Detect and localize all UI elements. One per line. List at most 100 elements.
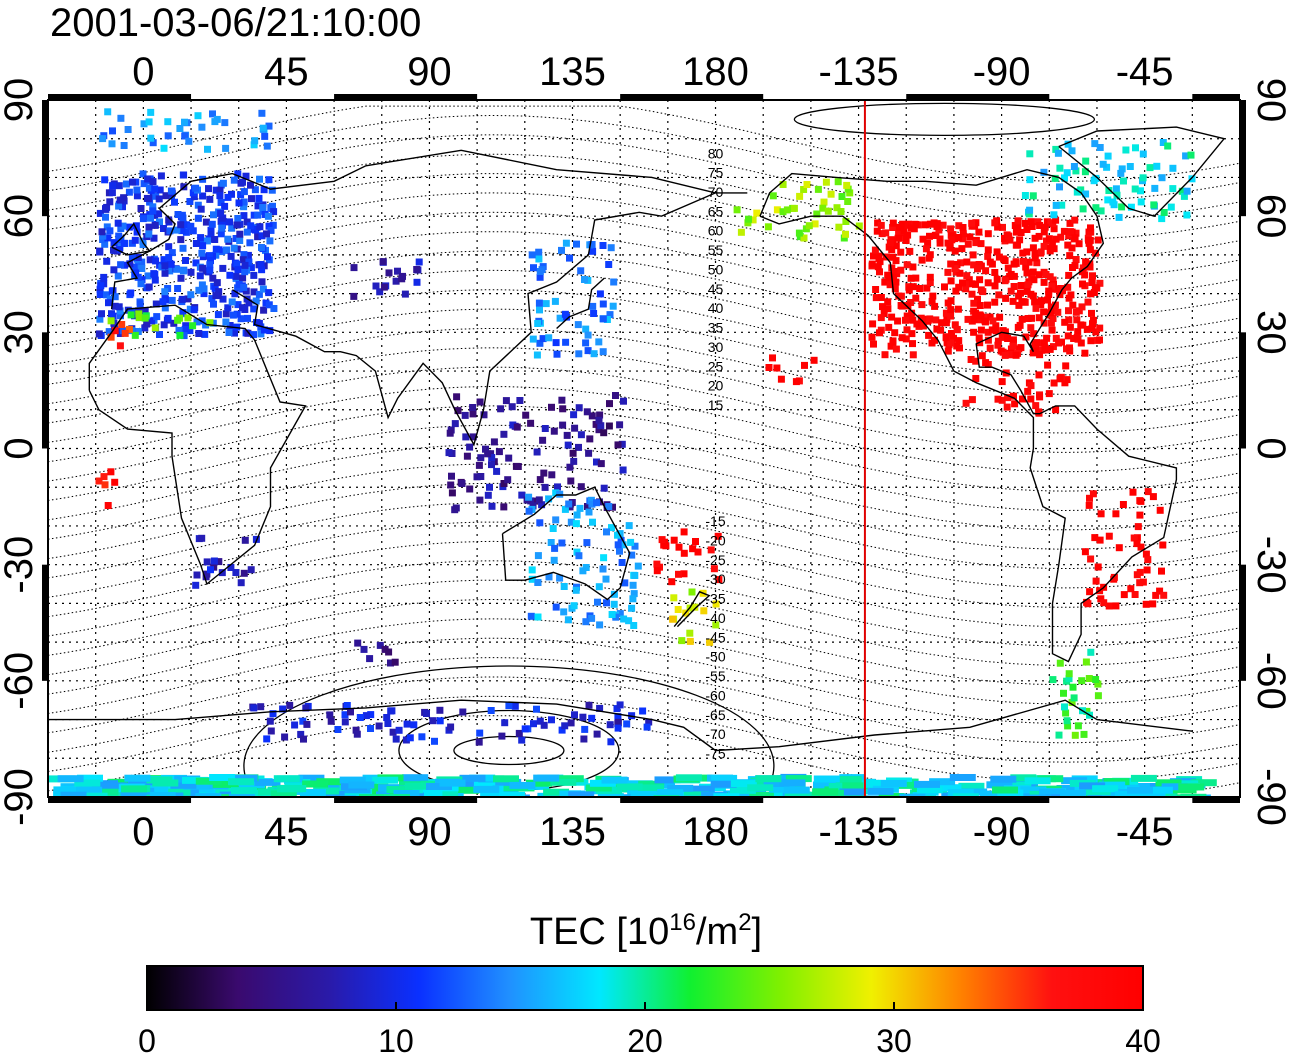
tec-cell <box>551 544 559 552</box>
tec-cell <box>737 228 745 236</box>
tec-cell <box>484 491 492 499</box>
tec-cell <box>260 186 268 194</box>
tec-cell <box>117 114 125 122</box>
tec-cell <box>1070 335 1078 342</box>
tec-cell <box>1004 264 1012 272</box>
tec-cell <box>595 426 603 434</box>
tec-cell <box>119 203 126 211</box>
maglat-contour <box>48 250 1240 337</box>
tec-cell <box>1144 556 1152 564</box>
tec-cell <box>935 784 962 792</box>
tec-cell <box>250 331 257 339</box>
tec-cell <box>619 466 627 474</box>
tec-cell <box>587 496 595 504</box>
tec-cell <box>952 287 960 295</box>
tec-cell <box>120 142 128 149</box>
tec-cell <box>992 322 1000 330</box>
maglat-contour <box>48 211 1240 299</box>
tec-cell <box>1026 206 1034 214</box>
tec-cell <box>564 616 572 624</box>
tec-cell <box>872 294 880 302</box>
tec-cell <box>1015 301 1023 309</box>
tec-cell <box>916 285 924 292</box>
tec-cell <box>217 230 225 238</box>
tec-cell <box>599 242 607 249</box>
tec-cell <box>534 320 542 327</box>
tec-cell <box>484 450 492 458</box>
tec-cell <box>137 205 145 212</box>
tec-cell <box>1085 675 1093 682</box>
maglat-contour <box>48 463 1240 550</box>
tec-cell <box>1018 298 1026 306</box>
tec-cell <box>186 305 194 313</box>
tec-cell <box>571 424 579 432</box>
lat-tick-label-right: 30 <box>1249 310 1292 355</box>
tec-cell <box>593 499 600 507</box>
tec-cell <box>902 335 910 343</box>
tec-cell <box>210 557 218 565</box>
tec-cell <box>942 334 950 342</box>
tec-cell <box>535 496 543 504</box>
tec-cell <box>645 718 653 726</box>
tec-cell <box>192 240 200 247</box>
tec-cell <box>891 268 899 275</box>
tec-cell <box>1083 707 1091 715</box>
tec-cell <box>938 319 946 327</box>
tec-cell <box>1087 290 1095 298</box>
tec-cell <box>763 780 790 787</box>
frame-bar-left <box>42 564 47 681</box>
tec-cell <box>953 261 961 268</box>
tec-cell <box>1082 190 1090 198</box>
lat-tick-label-left: 30 <box>0 310 41 355</box>
tec-cell <box>975 316 983 324</box>
tec-cell <box>964 315 972 323</box>
tec-cell <box>228 778 254 786</box>
tec-cell <box>149 178 157 186</box>
tec-cell <box>918 301 926 309</box>
tec-cell <box>976 276 984 284</box>
tec-cell <box>1052 334 1060 342</box>
tec-cell <box>1036 351 1044 359</box>
tec-cell <box>1057 233 1065 241</box>
tec-cell <box>801 361 808 369</box>
tec-cell <box>107 468 115 476</box>
tec-cell <box>1101 788 1128 796</box>
tec-cell <box>386 786 413 793</box>
tec-cell <box>155 210 163 218</box>
tec-cell <box>955 283 963 291</box>
tec-cell <box>148 317 156 325</box>
tec-cell <box>888 313 896 321</box>
tec-cell <box>583 408 591 416</box>
tec-cell <box>243 228 251 236</box>
tec-cell <box>410 721 418 729</box>
tec-cell <box>779 208 787 216</box>
tec-cell <box>203 570 211 578</box>
tec-cell <box>1092 577 1100 585</box>
tec-cell <box>534 579 542 586</box>
tec-cell <box>194 112 202 120</box>
tec-cell <box>951 321 959 329</box>
tec-cell <box>552 516 560 524</box>
tec-cell <box>964 240 972 248</box>
tec-cell <box>628 604 636 612</box>
coastline-segment <box>556 277 605 330</box>
maglat-contour <box>48 444 1240 531</box>
tec-cell <box>258 232 266 240</box>
tec-cell <box>577 483 585 491</box>
tec-cell <box>429 717 437 725</box>
tec-cell <box>459 708 467 716</box>
tec-cell <box>74 779 101 787</box>
tec-cell <box>1188 175 1196 183</box>
maglat-label: -20 <box>705 533 725 549</box>
tec-cell <box>499 791 526 797</box>
tec-cell <box>1131 591 1139 598</box>
tec-cell <box>291 721 299 729</box>
lon-tick-label-top: 45 <box>264 50 309 94</box>
tec-cell <box>885 323 893 331</box>
tec-cell <box>395 726 403 734</box>
tec-cell <box>145 223 153 231</box>
tec-cell <box>1088 279 1096 286</box>
tec-cell <box>575 404 583 412</box>
tec-cell <box>367 725 374 732</box>
tec-cell <box>207 230 215 238</box>
